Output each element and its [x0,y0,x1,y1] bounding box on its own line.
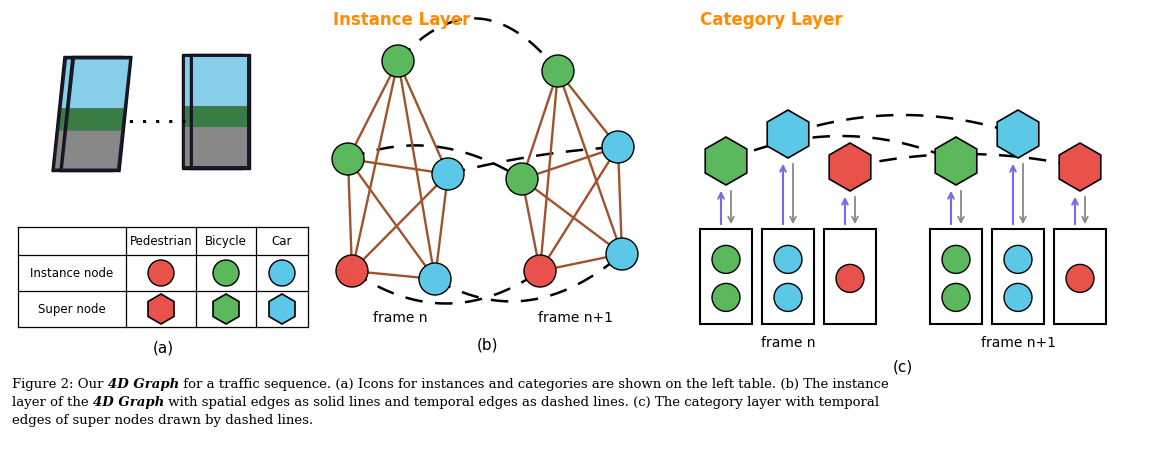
Polygon shape [213,295,239,324]
Circle shape [506,164,538,196]
Text: Figure 2: Our: Figure 2: Our [12,377,108,390]
Text: (a): (a) [152,340,173,355]
Polygon shape [60,109,116,131]
Circle shape [1004,246,1033,274]
Polygon shape [193,57,247,106]
Circle shape [606,239,638,271]
Polygon shape [69,60,129,109]
Text: (b): (b) [476,337,498,352]
Polygon shape [185,106,239,128]
Polygon shape [997,111,1038,159]
Polygon shape [185,57,239,106]
Circle shape [382,46,414,78]
Circle shape [1004,284,1033,312]
Circle shape [432,159,464,191]
Polygon shape [935,138,976,186]
Bar [931,230,982,324]
Polygon shape [60,57,132,172]
Circle shape [713,246,740,274]
Circle shape [524,255,556,287]
Bar [762,230,815,324]
Polygon shape [1059,144,1101,192]
Text: with spatial edges as solid lines and temporal edges as dashed lines. (c) The ca: with spatial edges as solid lines and te… [164,395,879,408]
Text: Category Layer: Category Layer [700,11,843,29]
Circle shape [942,284,970,312]
Circle shape [336,255,368,287]
Circle shape [270,260,295,286]
Polygon shape [706,138,747,186]
Circle shape [774,246,802,274]
Circle shape [774,284,802,312]
Polygon shape [270,295,295,324]
Polygon shape [148,295,173,324]
Circle shape [332,144,364,175]
Circle shape [1067,265,1093,293]
Polygon shape [193,128,247,166]
Text: frame n: frame n [761,335,816,349]
Text: Instance node: Instance node [30,267,114,280]
Bar [1054,230,1106,324]
Polygon shape [193,106,247,128]
Polygon shape [185,128,239,166]
Text: frame n+1: frame n+1 [981,335,1056,349]
Polygon shape [182,55,241,169]
Text: frame n: frame n [373,310,428,324]
Bar [824,230,875,324]
Bar [992,230,1044,324]
Circle shape [942,246,970,274]
Text: Bicycle: Bicycle [205,235,247,248]
Text: Car: Car [272,235,292,248]
Text: frame n+1: frame n+1 [538,310,613,324]
Text: Instance Layer: Instance Layer [333,11,470,29]
Text: Pedestrian: Pedestrian [130,235,192,248]
Text: (c): (c) [893,359,913,374]
Polygon shape [55,131,114,169]
Text: layer of the: layer of the [12,395,93,408]
Polygon shape [62,60,121,109]
Polygon shape [52,57,124,172]
Text: edges of super nodes drawn by dashed lines.: edges of super nodes drawn by dashed lin… [12,413,313,426]
Text: . . . . .: . . . . . [128,109,188,127]
Circle shape [541,56,574,88]
Circle shape [213,260,239,286]
Circle shape [602,132,634,164]
Text: 4D Graph: 4D Graph [108,377,179,390]
Circle shape [713,284,740,312]
Polygon shape [67,109,123,131]
Text: for a traffic sequence. (a) Icons for instances and categories are shown on the : for a traffic sequence. (a) Icons for in… [179,377,888,390]
Polygon shape [63,131,121,169]
Bar [700,230,752,324]
Circle shape [836,265,864,293]
Polygon shape [830,144,871,192]
Text: 4D Graph: 4D Graph [93,395,164,408]
Polygon shape [190,55,250,169]
Circle shape [148,260,173,286]
Text: Super node: Super node [39,303,105,316]
Polygon shape [768,111,809,159]
Circle shape [420,263,451,295]
